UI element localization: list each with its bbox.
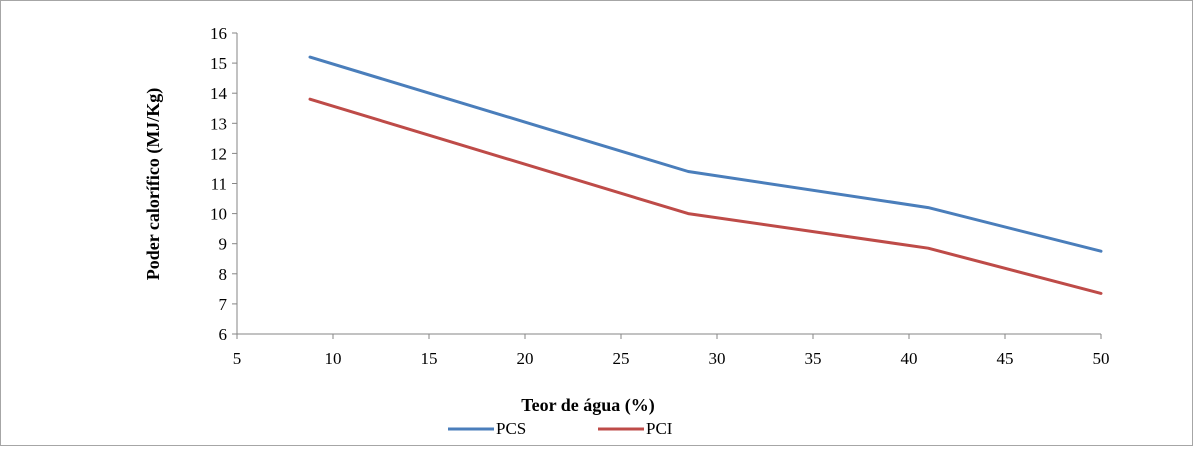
- x-tick-label: 40: [901, 349, 918, 368]
- y-tick-label: 10: [210, 205, 227, 224]
- y-tick-label: 9: [219, 235, 228, 254]
- x-axis-title: Teor de água (%): [521, 395, 655, 416]
- x-tick-label: 45: [997, 349, 1014, 368]
- y-tick-label: 6: [219, 325, 228, 344]
- y-tick-label: 13: [210, 114, 227, 133]
- y-tick-label: 14: [210, 84, 228, 103]
- y-tick-label: 15: [210, 54, 227, 73]
- y-tick-label: 16: [210, 24, 227, 43]
- x-tick-label: 10: [325, 349, 342, 368]
- x-tick-label: 25: [613, 349, 630, 368]
- y-tick-label: 11: [211, 175, 227, 194]
- x-tick-label: 50: [1093, 349, 1110, 368]
- y-tick-label: 12: [210, 144, 227, 163]
- y-axis-title: Poder calorífico (MJ/Kg): [143, 88, 164, 281]
- x-tick-label: 35: [805, 349, 822, 368]
- legend-label-pcs: PCS: [496, 419, 526, 438]
- axes: 6 7 8 9 10 11 12 13 14 15 16 5 10 15 20 25 30 35 40 45 50: [210, 24, 1110, 368]
- x-tick-label: 20: [517, 349, 534, 368]
- series-line-pci: [308, 97, 1103, 295]
- y-tick-label: 7: [219, 295, 228, 314]
- series-line-pcs: [308, 55, 1103, 253]
- x-tick-label: 30: [709, 349, 726, 368]
- x-tick-label: 5: [233, 349, 242, 368]
- series-lines: [308, 55, 1103, 295]
- y-tick-label: 8: [219, 265, 228, 284]
- legend-label-pci: PCI: [646, 419, 673, 438]
- legend: PCS PCI: [448, 419, 673, 438]
- x-tick-label: 15: [421, 349, 438, 368]
